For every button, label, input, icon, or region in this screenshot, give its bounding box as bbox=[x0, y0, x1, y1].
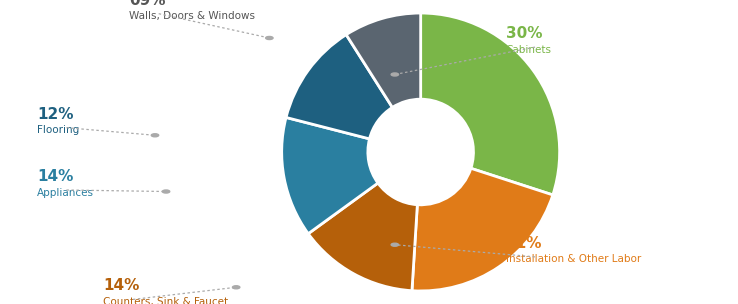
Text: Appliances: Appliances bbox=[37, 188, 94, 198]
Wedge shape bbox=[282, 117, 378, 234]
Text: 21%: 21% bbox=[506, 236, 542, 251]
Text: 09%: 09% bbox=[129, 0, 165, 8]
Text: Installation & Other Labor: Installation & Other Labor bbox=[506, 254, 641, 264]
Text: Flooring: Flooring bbox=[37, 125, 79, 135]
Text: Counters, Sink & Faucet: Counters, Sink & Faucet bbox=[103, 297, 229, 304]
Wedge shape bbox=[412, 168, 553, 291]
Wedge shape bbox=[308, 183, 418, 291]
Wedge shape bbox=[286, 35, 393, 139]
Text: 14%: 14% bbox=[37, 169, 73, 184]
Text: 14%: 14% bbox=[103, 278, 139, 293]
Text: Walls, Doors & Windows: Walls, Doors & Windows bbox=[129, 11, 255, 21]
Wedge shape bbox=[346, 13, 421, 107]
Text: 30%: 30% bbox=[506, 26, 542, 41]
Text: Cabinets: Cabinets bbox=[506, 45, 551, 55]
Wedge shape bbox=[421, 13, 559, 195]
Text: 12%: 12% bbox=[37, 107, 73, 122]
